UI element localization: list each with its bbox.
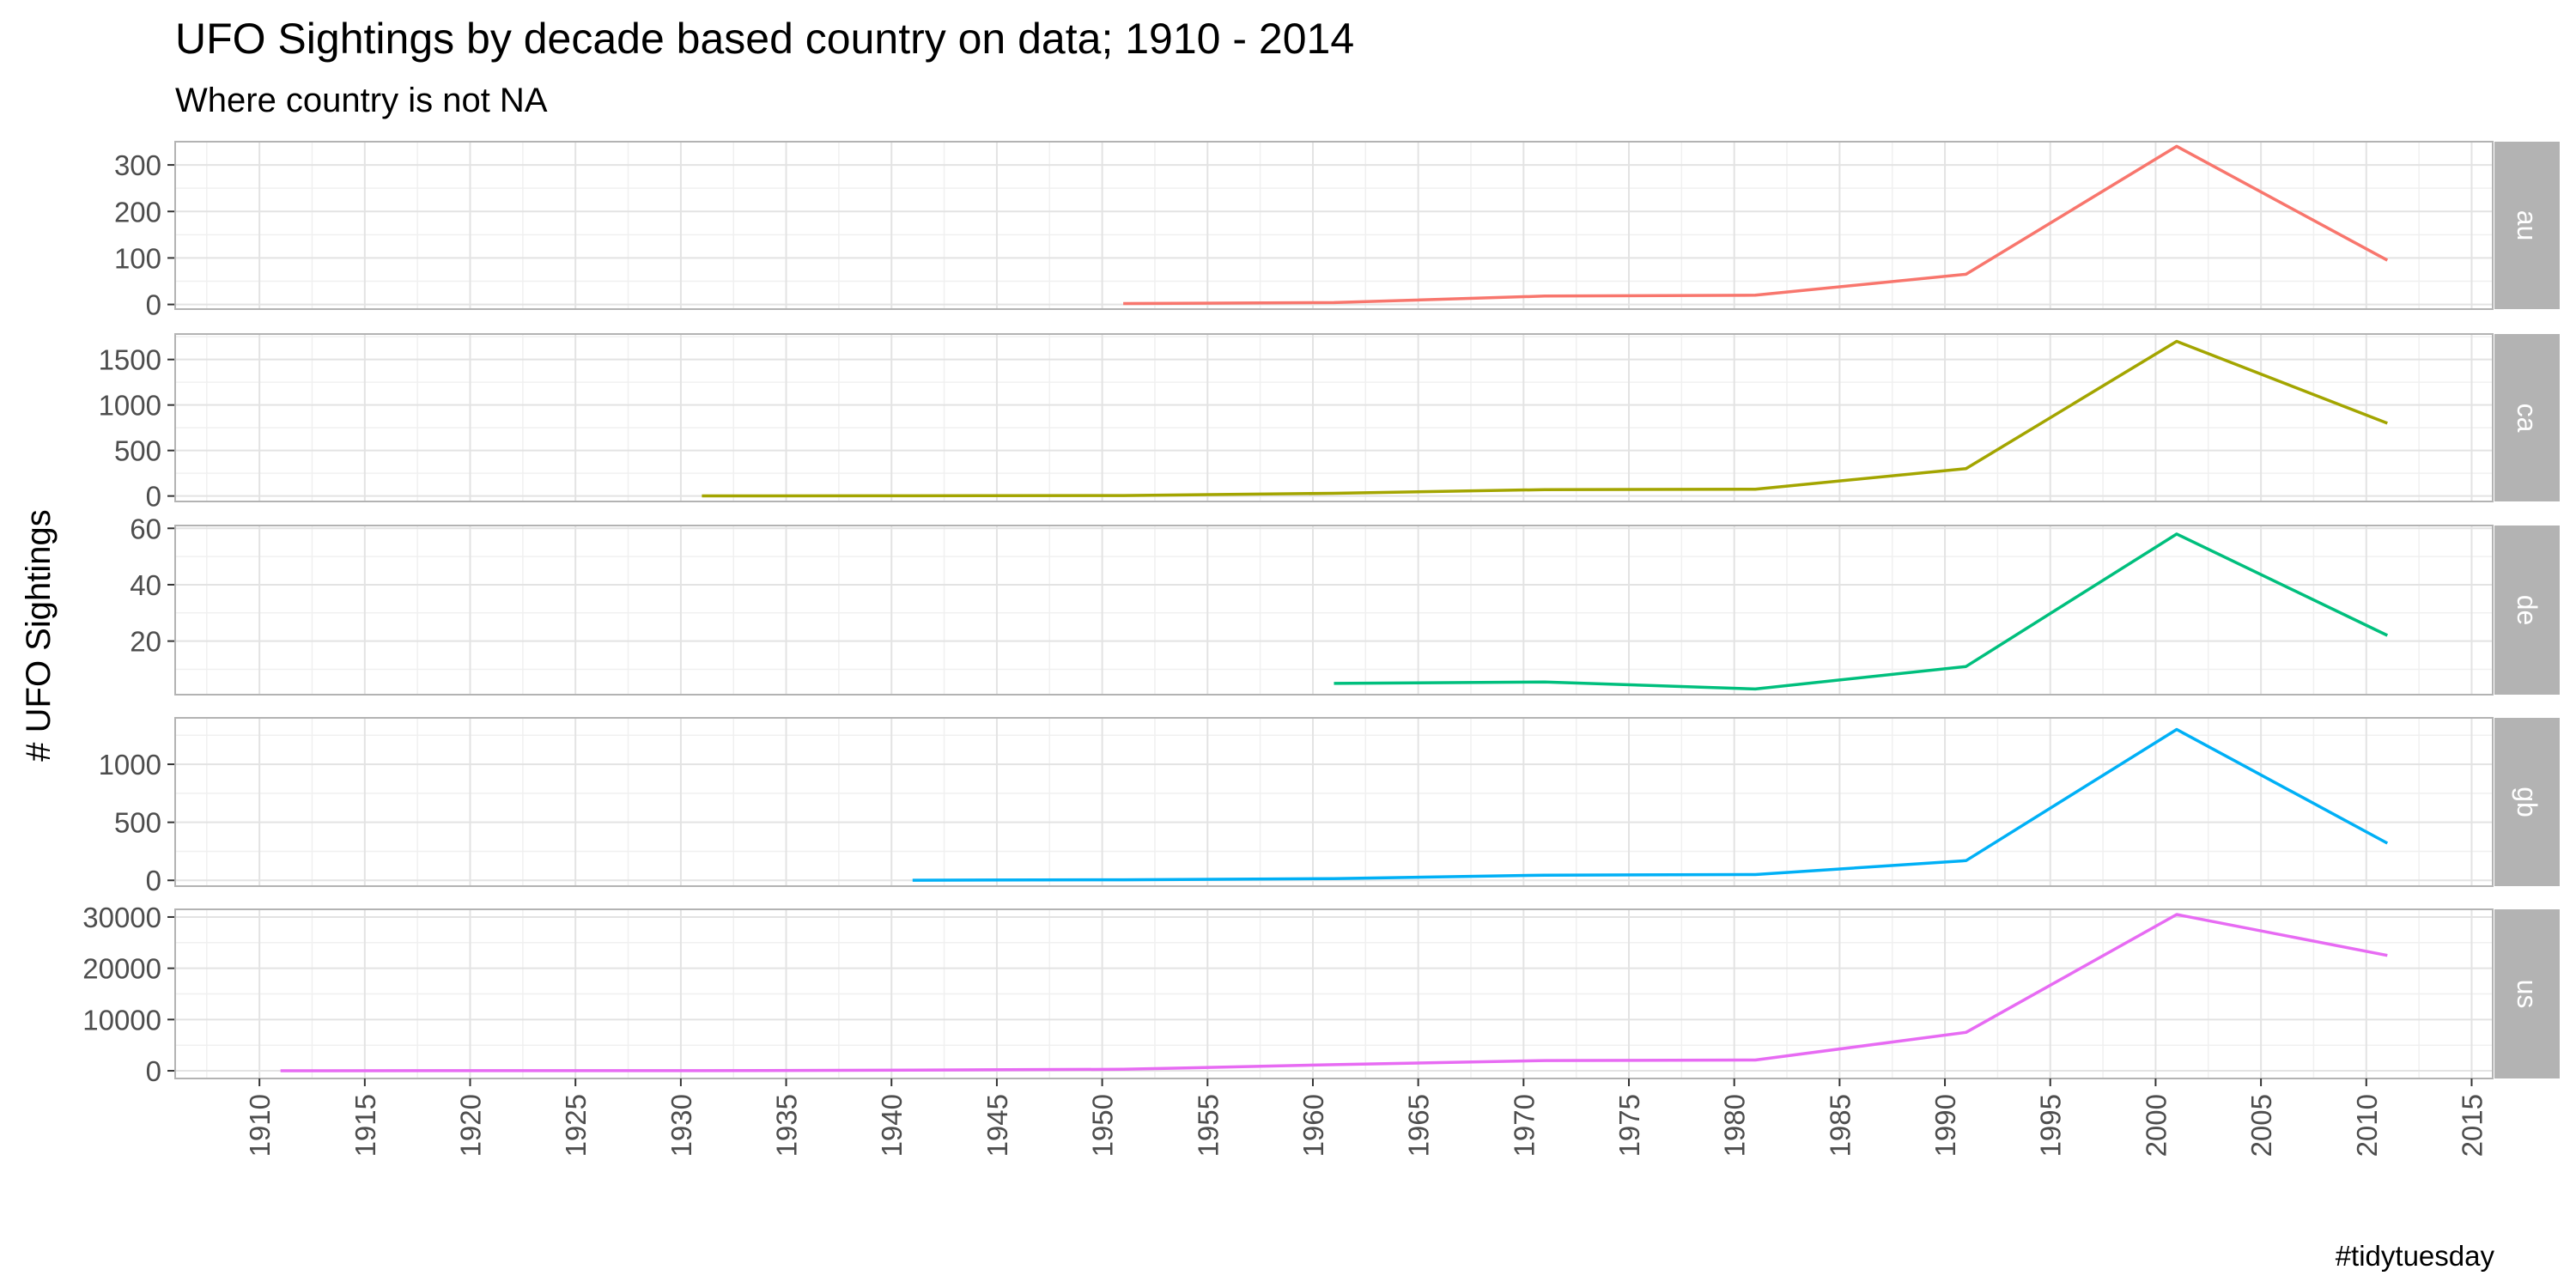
x-tick-label: 1935 [771,1094,803,1157]
panel-border [174,908,2494,1079]
y-tick-label: 1000 [99,749,161,781]
facet-strip [2494,718,2560,886]
x-tick-label: 1950 [1087,1094,1119,1157]
y-tick-label: 40 [130,569,161,601]
y-tick-label: 1000 [99,390,161,422]
y-tick-label: 0 [146,865,161,896]
caption: #tidytuesday [2336,1240,2495,1272]
y-tick-label: 0 [146,1055,161,1087]
facet-strip-label: ca [2512,404,2543,433]
x-tick-label: 1910 [244,1094,276,1157]
y-tick-label: 1500 [99,344,161,376]
y-tick-label: 0 [146,481,161,513]
x-tick-label: 1945 [981,1094,1013,1157]
x-tick-label: 1980 [1719,1094,1751,1157]
panel-border [174,717,2494,887]
x-tick-label: 2010 [2351,1094,2383,1157]
x-tick-label: 1955 [1192,1094,1224,1157]
x-tick-label: 1920 [455,1094,487,1157]
panel-background [175,526,2493,695]
x-tick-label: 2015 [2456,1094,2488,1157]
panel-background [175,718,2493,886]
facet-strip-label: us [2512,980,2543,1009]
facet-strip [2494,142,2560,309]
panel-border [174,141,2494,310]
series-line-gb [912,727,2389,882]
facet-us: 0 10000 20000 30000 us [82,902,2560,1087]
chart-subtitle: Where country is not NA [175,82,548,119]
series-line-de [1334,532,2389,691]
x-tick-label: 1985 [1824,1094,1856,1157]
x-tick-label: 1960 [1297,1094,1329,1157]
y-tick-label: 100 [114,242,161,274]
series-line-us [280,913,2388,1072]
x-tick-label: 2000 [2140,1094,2172,1157]
x-tick-label: 1925 [560,1094,592,1157]
facet-ca: 0 500 1000 1500 ca [99,333,2560,513]
panel-border [174,525,2494,696]
facet-panels: 0 100 200 300 au 0 500 1000 1500 ca 20 40 60 de 0 500 10… [82,141,2560,1087]
series-line-au [1123,144,2389,306]
facet-strip-label: au [2512,210,2543,241]
x-tick-label: 1970 [1508,1094,1540,1157]
y-tick-label: 300 [114,149,161,181]
facet-strip-label: de [2512,595,2543,626]
facet-au: 0 100 200 300 au [114,141,2560,321]
x-tick-label: 1975 [1613,1094,1645,1157]
y-tick-label: 60 [130,513,161,544]
y-tick-label: 10000 [82,1004,161,1036]
x-tick-label: 1915 [349,1094,381,1157]
y-tick-label: 200 [114,196,161,228]
y-tick-label: 500 [114,807,161,839]
y-tick-label: 500 [114,435,161,467]
x-tick-label: 1940 [876,1094,908,1157]
x-axis: 1910 1915 1920 1925 1930 1935 1940 1945 1950 1955… [244,1078,2488,1157]
y-tick-label: 20000 [82,953,161,985]
panel-border [174,333,2494,502]
y-tick-label: 30000 [82,902,161,933]
series-line-ca [702,339,2388,498]
y-tick-label: 20 [130,626,161,658]
facet-de: 20 40 60 de [130,513,2560,696]
x-tick-label: 1990 [1929,1094,1961,1157]
chart-title: UFO Sightings by decade based country on… [175,15,1354,63]
facet-strip [2494,334,2560,501]
facet-strip-label: gb [2512,787,2543,817]
y-tick-label: 0 [146,289,161,321]
x-tick-label: 1995 [2035,1094,2067,1157]
x-tick-label: 1965 [1403,1094,1435,1157]
facet-gb: 0 500 1000 gb [99,717,2560,896]
x-tick-label: 2005 [2245,1094,2277,1157]
y-axis-label: # UFO Sightings [20,509,58,761]
facet-strip [2494,909,2560,1078]
facet-strip [2494,526,2560,695]
x-tick-label: 1930 [665,1094,697,1157]
